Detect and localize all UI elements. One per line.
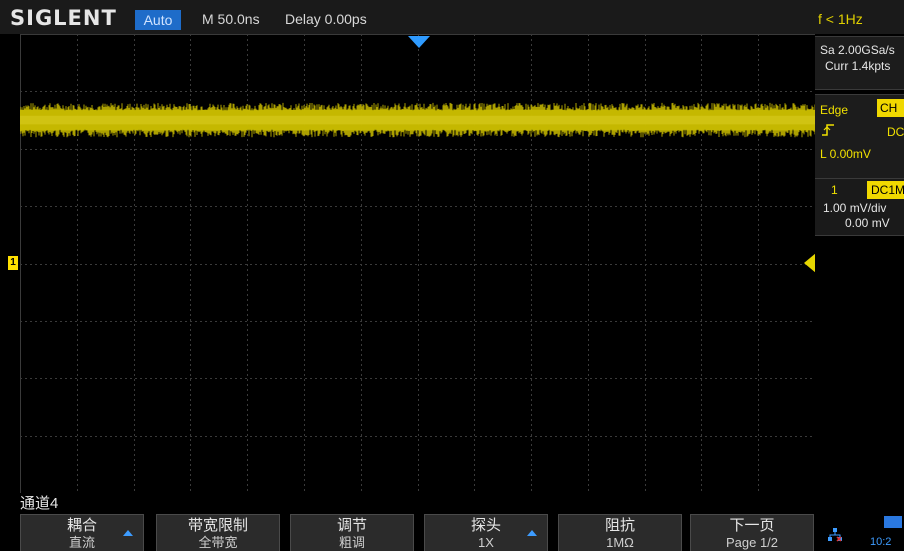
softkey-coupling[interactable]: 耦合 直流 [20, 514, 144, 551]
softkey-value: 全带宽 [198, 535, 238, 550]
sample-rate: Sa 2.00GSa/s [820, 43, 895, 57]
channel-offset-marker-icon[interactable]: 1 [8, 256, 18, 270]
trigger-coupling: DC [887, 125, 904, 139]
softkey-next-page[interactable]: 下一页 Page 1/2 [690, 514, 814, 551]
trigger-level-marker-icon[interactable] [804, 253, 816, 273]
acquisition-box[interactable]: Sa 2.00GSa/s Curr 1.4kpts [815, 36, 904, 90]
softkey-bandwidth-limit[interactable]: 带宽限制 全带宽 [156, 514, 280, 551]
trigger-source: CH [877, 99, 904, 117]
channel-number: 1 [831, 183, 838, 197]
softkey-probe[interactable]: 探头 1X [424, 514, 548, 551]
waveform-core [20, 115, 815, 125]
softkey-label: 探头 [470, 517, 501, 534]
softkey-impedance[interactable]: 阻抗 1MΩ [558, 514, 682, 551]
softkey-label: 阻抗 [604, 517, 635, 534]
softkey-label: 下一页 [729, 517, 775, 534]
graticule [20, 34, 815, 493]
up-arrow-icon [527, 530, 537, 536]
trigger-level: L 0.00mV [820, 147, 871, 161]
menu-title: 通道4 [20, 495, 59, 512]
channel-box[interactable]: 1 DC1M 1.00 mV/div 0.00 mV [815, 178, 904, 236]
softkey-value: Page 1/2 [725, 535, 779, 550]
waveform-display[interactable] [20, 34, 815, 493]
rising-edge-icon [821, 123, 835, 140]
softkey-label: 调节 [336, 517, 367, 534]
usb-icon [884, 516, 902, 528]
right-info-panel: Sa 2.00GSa/s Curr 1.4kpts Edge CH DC L 0… [815, 34, 904, 493]
softkey-adjust[interactable]: 调节 粗调 [290, 514, 414, 551]
softkey-value: 粗调 [338, 535, 365, 550]
frequency-counter: f < 1Hz [818, 11, 863, 27]
channel-scale: 1.00 mV/div [823, 201, 887, 215]
memory-depth: Curr 1.4kpts [825, 59, 891, 73]
channel-coupling: DC1M [867, 181, 904, 199]
delay-readout[interactable]: Delay 0.00ps [285, 11, 367, 27]
softkey-bar: 耦合 直流 带宽限制 全带宽 调节 粗调 探头 1X 阻抗 1MΩ 下一页 Pa… [0, 512, 904, 551]
softkey-value: 1X [478, 535, 494, 550]
channel-marker-label: 1 [10, 257, 16, 268]
trigger-position-marker-icon[interactable] [408, 36, 430, 48]
status-area: 10:2 [820, 514, 904, 551]
brand-logo: SIGLENT [10, 6, 117, 30]
up-arrow-icon [123, 530, 133, 536]
top-status-bar: SIGLENT Auto M 50.0ns Delay 0.00ps f < 1… [0, 0, 904, 34]
softkey-value: 1MΩ [606, 535, 634, 550]
trigger-type: Edge [820, 103, 849, 117]
trigger-mode-badge[interactable]: Auto [135, 10, 181, 30]
softkey-label: 带宽限制 [187, 517, 248, 534]
trigger-box[interactable]: Edge CH DC L 0.00mV [815, 94, 904, 186]
timebase-readout[interactable]: M 50.0ns [202, 11, 260, 27]
softkey-label: 耦合 [66, 517, 97, 534]
network-icon [828, 528, 842, 542]
channel-offset: 0.00 mV [845, 216, 890, 230]
clock-readout: 10:2 [870, 536, 892, 548]
softkey-value: 直流 [68, 535, 95, 550]
